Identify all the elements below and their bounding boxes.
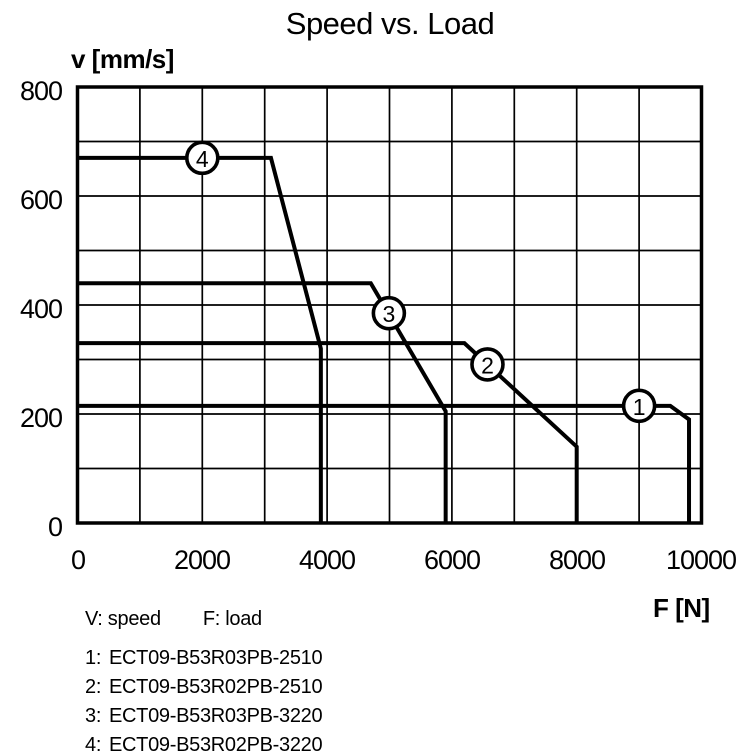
y-tick-label: 800	[19, 76, 63, 106]
legend-item-index: 4:	[85, 734, 102, 756]
curve-4-marker	[185, 140, 220, 176]
legend-item: 1: ECT09-B53R03PB-2510	[85, 644, 323, 673]
legend-item-model: ECT09-B53R02PB-2510	[109, 676, 323, 698]
load-note: F: load	[202, 608, 262, 630]
curve-1	[77, 403, 692, 523]
legend-item-model: ECT09-B53R03PB-2510	[109, 647, 323, 669]
y-tick-label: 400	[19, 294, 63, 324]
legend-item-index: 3:	[85, 705, 102, 727]
curve-3	[77, 281, 448, 523]
legend-item: 2: ECT09-B53R02PB-2510	[85, 673, 323, 702]
x-axis-label: F [N]	[653, 593, 710, 623]
curve-3-marker	[371, 295, 407, 331]
curve-1-marker-label: 1	[633, 394, 646, 420]
axis-legend-note: V: speed F: load	[85, 608, 262, 631]
curve-2	[77, 341, 579, 523]
x-tick-label: 0	[70, 545, 86, 575]
legend-item-model: ECT09-B53R03PB-3220	[109, 705, 323, 727]
speed-note: V: speed	[85, 608, 161, 630]
x-tick-label: 6000	[423, 545, 481, 575]
plot-frame	[75, 85, 704, 525]
model-list: 1: ECT09-B53R03PB-2510 2: ECT09-B53R02PB…	[85, 644, 323, 756]
curve-2-marker	[470, 347, 505, 382]
x-tick-label: 10000	[665, 545, 737, 575]
curve-4-marker-label: 4	[196, 146, 209, 172]
legend-item: 4: ECT09-B53R02PB-3220	[85, 731, 323, 756]
y-axis-ticks: 800 600 400 200 0	[0, 76, 63, 542]
y-tick-label: 0	[47, 512, 63, 542]
curve-2-marker-label: 2	[481, 352, 494, 378]
legend-item-index: 2:	[85, 676, 102, 698]
legend-item: 3: ECT09-B53R03PB-3220	[85, 702, 323, 731]
x-tick-label: 4000	[298, 545, 356, 575]
legend-item-index: 1:	[85, 647, 102, 669]
y-tick-label: 200	[19, 403, 63, 433]
legend-item-model: ECT09-B53R02PB-3220	[109, 734, 323, 756]
curve-4	[77, 155, 323, 523]
curve-1-marker	[621, 388, 657, 424]
x-tick-label: 2000	[173, 545, 231, 575]
y-tick-label: 600	[19, 185, 63, 215]
y-axis-label: v [mm/s]	[71, 44, 174, 74]
x-tick-label: 8000	[548, 545, 606, 575]
curve-3-marker-label: 3	[382, 301, 395, 327]
chart-title: Speed vs. Load	[285, 6, 495, 41]
